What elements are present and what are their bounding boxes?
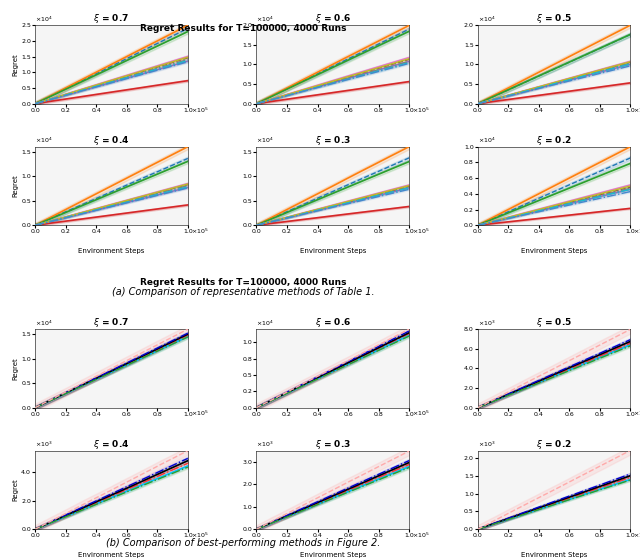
Text: $\times10^5$: $\times10^5$ [191,227,209,236]
Text: $\times10^3$: $\times10^3$ [257,440,274,449]
Text: $\times10^5$: $\times10^5$ [191,409,209,418]
Text: $\times10^4$: $\times10^4$ [35,136,53,145]
X-axis label: Environment Steps: Environment Steps [300,552,366,558]
Title: $\xi$ = 0.3: $\xi$ = 0.3 [315,134,351,147]
X-axis label: Environment Steps: Environment Steps [521,552,588,558]
X-axis label: Environment Steps: Environment Steps [78,552,145,558]
Text: $\times10^3$: $\times10^3$ [478,440,495,449]
Text: $\times10^5$: $\times10^5$ [191,531,209,540]
Title: $\xi$ = 0.6: $\xi$ = 0.6 [315,316,351,329]
Text: Regret Results for T=100000, 4000 Runs: Regret Results for T=100000, 4000 Runs [140,278,346,287]
Text: $\times10^3$: $\times10^3$ [478,318,495,328]
Title: $\xi$ = 0.4: $\xi$ = 0.4 [93,438,130,451]
Y-axis label: Regret: Regret [12,479,19,501]
Text: $\times10^3$: $\times10^3$ [35,440,53,449]
Text: $\times10^5$: $\times10^5$ [191,105,209,114]
Title: $\xi$ = 0.7: $\xi$ = 0.7 [93,12,129,25]
Text: $\times10^5$: $\times10^5$ [412,105,430,114]
Y-axis label: Regret: Regret [13,175,19,197]
Text: $\times10^4$: $\times10^4$ [257,15,274,24]
Text: $\times10^4$: $\times10^4$ [35,15,53,24]
Text: $\times10^5$: $\times10^5$ [412,227,430,236]
Title: $\xi$ = 0.2: $\xi$ = 0.2 [536,134,572,147]
Text: $\times10^5$: $\times10^5$ [634,531,640,540]
Text: $\times10^5$: $\times10^5$ [412,409,430,418]
Text: (b) Comparison of best-performing methods in Figure 2.: (b) Comparison of best-performing method… [106,538,380,548]
Text: $\times10^4$: $\times10^4$ [35,318,53,328]
Title: $\xi$ = 0.3: $\xi$ = 0.3 [315,438,351,451]
Text: $\times10^5$: $\times10^5$ [412,531,430,540]
Text: (a) Comparison of representative methods of Table 1.: (a) Comparison of representative methods… [112,287,374,297]
Title: $\xi$ = 0.4: $\xi$ = 0.4 [93,134,130,147]
X-axis label: Environment Steps: Environment Steps [78,248,145,254]
Y-axis label: Regret: Regret [12,53,19,76]
Title: $\xi$ = 0.7: $\xi$ = 0.7 [93,316,129,329]
Text: $\times10^4$: $\times10^4$ [257,136,274,145]
Text: $\times10^5$: $\times10^5$ [634,105,640,114]
Text: $\times10^5$: $\times10^5$ [634,409,640,418]
Title: $\xi$ = 0.6: $\xi$ = 0.6 [315,12,351,25]
X-axis label: Environment Steps: Environment Steps [300,248,366,254]
Text: Regret Results for T=100000, 4000 Runs: Regret Results for T=100000, 4000 Runs [140,24,346,32]
Text: $\times10^4$: $\times10^4$ [478,15,495,24]
Title: $\xi$ = 0.2: $\xi$ = 0.2 [536,438,572,451]
Title: $\xi$ = 0.5: $\xi$ = 0.5 [536,316,572,329]
Text: $\times10^5$: $\times10^5$ [634,227,640,236]
Text: $\times10^4$: $\times10^4$ [478,136,495,145]
Y-axis label: Regret: Regret [13,357,19,380]
Title: $\xi$ = 0.5: $\xi$ = 0.5 [536,12,572,25]
Text: $\times10^4$: $\times10^4$ [257,318,274,328]
X-axis label: Environment Steps: Environment Steps [521,248,588,254]
